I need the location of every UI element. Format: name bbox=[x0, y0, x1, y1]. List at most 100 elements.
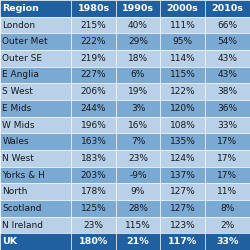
Text: 163%: 163% bbox=[80, 137, 106, 146]
Text: 115%: 115% bbox=[170, 70, 196, 80]
Bar bbox=[205, 0, 250, 17]
Bar bbox=[160, 233, 205, 250]
Text: London: London bbox=[2, 20, 36, 30]
Text: 7%: 7% bbox=[131, 137, 145, 146]
Bar bbox=[205, 167, 250, 183]
Text: 2000s: 2000s bbox=[166, 4, 198, 13]
Text: 28%: 28% bbox=[128, 204, 148, 213]
Bar bbox=[71, 167, 116, 183]
Bar bbox=[116, 50, 160, 67]
Bar bbox=[71, 117, 116, 133]
Text: 95%: 95% bbox=[172, 37, 193, 46]
Text: N Ireland: N Ireland bbox=[2, 220, 43, 230]
Text: 222%: 222% bbox=[81, 37, 106, 46]
Text: 66%: 66% bbox=[217, 20, 238, 30]
Text: 1990s: 1990s bbox=[122, 4, 154, 13]
Text: Region: Region bbox=[2, 4, 40, 13]
Text: 180%: 180% bbox=[79, 237, 108, 246]
Text: 122%: 122% bbox=[170, 87, 195, 96]
Bar bbox=[71, 200, 116, 217]
Text: 33%: 33% bbox=[216, 237, 238, 246]
Text: E Mids: E Mids bbox=[2, 104, 32, 113]
Text: 127%: 127% bbox=[170, 204, 196, 213]
Bar bbox=[71, 50, 116, 67]
Text: Wales: Wales bbox=[2, 137, 29, 146]
Bar bbox=[71, 150, 116, 167]
Text: 219%: 219% bbox=[80, 54, 106, 63]
Bar bbox=[116, 233, 160, 250]
Bar bbox=[116, 100, 160, 117]
Text: 135%: 135% bbox=[170, 137, 196, 146]
Bar bbox=[205, 150, 250, 167]
Bar bbox=[0, 17, 71, 33]
Bar bbox=[160, 200, 205, 217]
Text: 43%: 43% bbox=[218, 54, 238, 63]
Bar bbox=[116, 83, 160, 100]
Bar bbox=[160, 183, 205, 200]
Bar bbox=[160, 83, 205, 100]
Bar bbox=[205, 33, 250, 50]
Text: -9%: -9% bbox=[129, 170, 147, 179]
Text: Scotland: Scotland bbox=[2, 204, 42, 213]
Bar bbox=[160, 67, 205, 83]
Bar bbox=[116, 117, 160, 133]
Bar bbox=[0, 217, 71, 233]
Text: 2010s: 2010s bbox=[212, 4, 243, 13]
Text: 17%: 17% bbox=[217, 137, 238, 146]
Bar bbox=[116, 17, 160, 33]
Bar bbox=[71, 17, 116, 33]
Text: 16%: 16% bbox=[128, 120, 148, 130]
Text: 17%: 17% bbox=[217, 170, 238, 179]
Text: 244%: 244% bbox=[81, 104, 106, 113]
Text: 196%: 196% bbox=[80, 120, 106, 130]
Text: 123%: 123% bbox=[170, 220, 196, 230]
Text: 18%: 18% bbox=[128, 54, 148, 63]
Text: E Anglia: E Anglia bbox=[2, 70, 40, 80]
Bar bbox=[0, 83, 71, 100]
Bar bbox=[0, 167, 71, 183]
Bar bbox=[160, 150, 205, 167]
Bar bbox=[71, 67, 116, 83]
Text: 120%: 120% bbox=[170, 104, 196, 113]
Bar bbox=[71, 83, 116, 100]
Bar bbox=[205, 83, 250, 100]
Text: 203%: 203% bbox=[80, 170, 106, 179]
Text: 43%: 43% bbox=[218, 70, 238, 80]
Text: 36%: 36% bbox=[217, 104, 238, 113]
Bar bbox=[116, 167, 160, 183]
Bar bbox=[0, 133, 71, 150]
Bar bbox=[116, 217, 160, 233]
Bar bbox=[205, 183, 250, 200]
Bar bbox=[205, 200, 250, 217]
Bar bbox=[71, 33, 116, 50]
Text: 2%: 2% bbox=[220, 220, 234, 230]
Text: Outer SE: Outer SE bbox=[2, 54, 42, 63]
Text: 183%: 183% bbox=[80, 154, 106, 163]
Bar bbox=[71, 0, 116, 17]
Bar bbox=[0, 100, 71, 117]
Bar bbox=[160, 117, 205, 133]
Bar bbox=[205, 17, 250, 33]
Text: 137%: 137% bbox=[170, 170, 196, 179]
Bar bbox=[116, 33, 160, 50]
Bar bbox=[205, 67, 250, 83]
Text: North: North bbox=[2, 187, 28, 196]
Bar bbox=[0, 33, 71, 50]
Text: 114%: 114% bbox=[170, 54, 196, 63]
Bar bbox=[160, 100, 205, 117]
Bar bbox=[0, 0, 71, 17]
Text: S West: S West bbox=[2, 87, 34, 96]
Bar bbox=[205, 117, 250, 133]
Bar bbox=[116, 67, 160, 83]
Bar bbox=[205, 233, 250, 250]
Bar bbox=[160, 167, 205, 183]
Bar bbox=[160, 0, 205, 17]
Text: 215%: 215% bbox=[80, 20, 106, 30]
Bar bbox=[71, 217, 116, 233]
Bar bbox=[160, 33, 205, 50]
Text: 54%: 54% bbox=[218, 37, 238, 46]
Text: 111%: 111% bbox=[170, 20, 196, 30]
Bar bbox=[71, 183, 116, 200]
Text: 29%: 29% bbox=[128, 37, 148, 46]
Bar bbox=[116, 0, 160, 17]
